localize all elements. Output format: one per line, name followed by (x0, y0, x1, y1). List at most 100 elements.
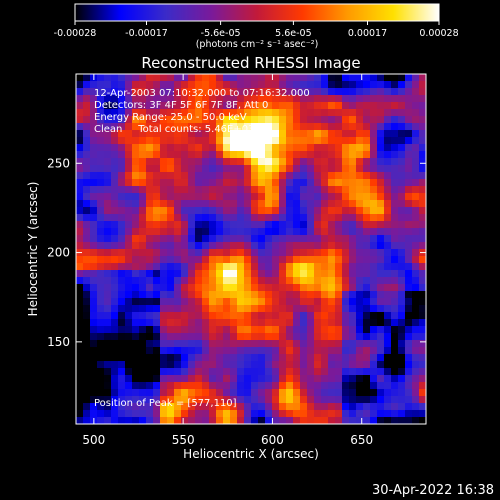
heatmap-cell (104, 263, 112, 271)
heatmap-cell (349, 417, 357, 424)
heatmap-cell (279, 207, 287, 215)
heatmap-cell (321, 200, 329, 208)
heatmap-cell (111, 319, 119, 327)
heatmap-cell (405, 123, 413, 131)
heatmap-cell (405, 361, 413, 369)
heatmap-cell (335, 144, 343, 152)
heatmap-cell (188, 235, 196, 243)
colorbar-ticks: -0.00028 -0.00017 -5.6e-05 5.6e-05 0.00017 0.… (54, 21, 459, 39)
heatmap-cell (300, 151, 308, 159)
heatmap-cell (279, 228, 287, 236)
heatmap-cell (111, 326, 119, 334)
heatmap-cell (293, 389, 301, 397)
heatmap-cell (83, 207, 91, 215)
heatmap-cell (391, 263, 399, 271)
heatmap-cell (153, 151, 161, 159)
heatmap-cell (195, 144, 203, 152)
heatmap-cell (377, 340, 385, 348)
heatmap-cell (223, 151, 231, 159)
heatmap-cell (335, 284, 343, 292)
heatmap-cell (181, 284, 189, 292)
heatmap-cell (293, 102, 301, 110)
heatmap-cell (223, 305, 231, 313)
heatmap-cell (293, 249, 301, 257)
heatmap-cell (307, 95, 315, 103)
heatmap-cell (76, 151, 84, 159)
heatmap-cell (391, 319, 399, 327)
heatmap-cell (104, 74, 112, 82)
heatmap-cell (293, 130, 301, 138)
heatmap-cell (363, 144, 371, 152)
heatmap-cell (223, 81, 231, 89)
heatmap-cell (258, 249, 266, 257)
heatmap-cell (279, 116, 287, 124)
heatmap-cell (272, 396, 280, 404)
heatmap-cell (97, 81, 105, 89)
heatmap-cell (328, 109, 336, 117)
heatmap-cell (188, 165, 196, 173)
heatmap-cell (398, 214, 406, 222)
heatmap-cell (223, 298, 231, 306)
heatmap-cell (83, 158, 91, 166)
heatmap-cell (146, 312, 154, 320)
heatmap-cell (209, 375, 217, 383)
heatmap-cell (188, 214, 196, 222)
heatmap-cell (125, 81, 133, 89)
heatmap-cell (195, 354, 203, 362)
heatmap-cell (146, 74, 154, 82)
heatmap-cell (391, 396, 399, 404)
heatmap-cell (370, 102, 378, 110)
heatmap-cell (370, 207, 378, 215)
heatmap-cell (111, 354, 119, 362)
heatmap-cell (244, 165, 252, 173)
heatmap-cell (370, 116, 378, 124)
heatmap-cell (125, 347, 133, 355)
heatmap-cell (146, 368, 154, 376)
heatmap-cell (258, 207, 266, 215)
heatmap-cell (139, 284, 147, 292)
heatmap-cell (104, 95, 112, 103)
heatmap-cell (321, 375, 329, 383)
heatmap-cell (244, 270, 252, 278)
heatmap-cell (328, 235, 336, 243)
heatmap-cell (104, 207, 112, 215)
heatmap-cell (363, 375, 371, 383)
heatmap-cell (244, 389, 252, 397)
heatmap-cell (258, 354, 266, 362)
heatmap-cell (146, 214, 154, 222)
heatmap-cell (76, 186, 84, 194)
annotation-time-range: 12-Apr-2003 07:10:32.000 to 07:16:32.000 (94, 88, 310, 99)
heatmap-cell (258, 340, 266, 348)
heatmap-cell (160, 368, 168, 376)
heatmap-cell (104, 88, 112, 96)
heatmap-cell (90, 333, 98, 341)
heatmap-cell (384, 116, 392, 124)
heatmap-cell (174, 235, 182, 243)
heatmap-cell (202, 81, 210, 89)
heatmap-cell (174, 249, 182, 257)
heatmap-cell (321, 109, 329, 117)
heatmap-cell (202, 277, 210, 285)
heatmap-cell (76, 235, 84, 243)
heatmap-cell (111, 214, 119, 222)
heatmap-cell (146, 81, 154, 89)
heatmap-cell (279, 263, 287, 271)
heatmap-cell (279, 396, 287, 404)
heatmap-cell (307, 74, 315, 82)
heatmap-cell (321, 172, 329, 180)
heatmap-cell (321, 102, 329, 110)
heatmap-cell (237, 382, 245, 390)
heatmap-cell (188, 179, 196, 187)
heatmap-cell (167, 291, 175, 299)
heatmap-cell (398, 270, 406, 278)
heatmap-cell (195, 249, 203, 257)
heatmap-cell (307, 291, 315, 299)
heatmap-cell (272, 214, 280, 222)
colorbar-tick-label: -0.00017 (125, 28, 168, 39)
heatmap-cell (419, 403, 426, 411)
heatmap-cell (174, 200, 182, 208)
heatmap-cell (335, 410, 343, 418)
heatmap-cell (97, 375, 105, 383)
heatmap-cell (195, 88, 203, 96)
heatmap-cell (286, 123, 294, 131)
